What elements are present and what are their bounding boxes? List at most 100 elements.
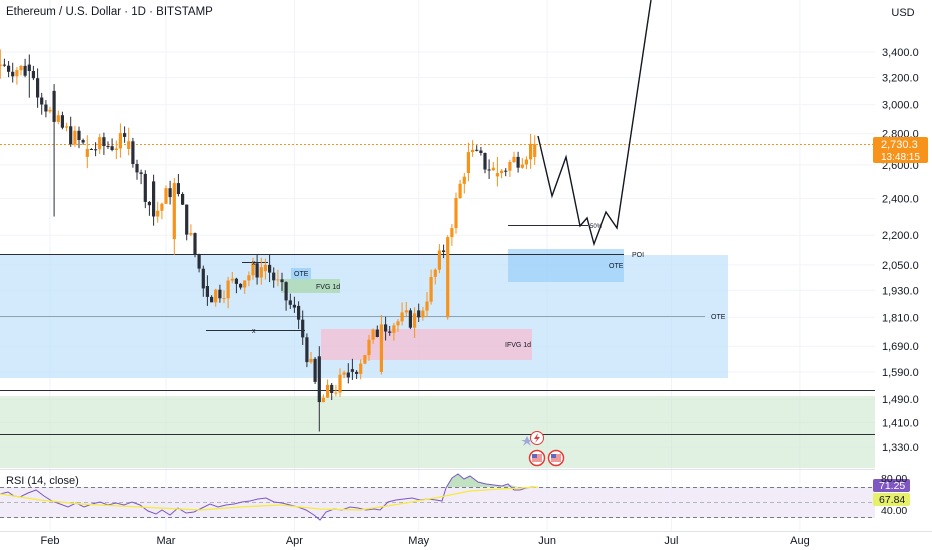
candle-body xyxy=(176,183,180,194)
rsi-ma-badge xyxy=(873,493,910,506)
price-axis[interactable]: 3,400.03,200.03,000.02,800.02,600.02,400… xyxy=(882,47,919,454)
candle-body xyxy=(512,156,516,162)
candle-body xyxy=(156,210,160,217)
candle-body xyxy=(487,169,491,171)
candle-body xyxy=(363,355,367,364)
candle-body xyxy=(56,115,60,122)
candle-body xyxy=(73,130,77,145)
candle-body xyxy=(23,65,27,76)
candle-body xyxy=(338,374,342,393)
candle-body xyxy=(218,289,222,299)
candle-body xyxy=(259,267,263,278)
candle-body xyxy=(326,384,330,398)
ote-small-label: OTE xyxy=(294,271,309,278)
ote-main-label: OTE xyxy=(711,314,726,321)
candle-body xyxy=(330,384,334,393)
candle-body xyxy=(475,149,479,151)
price-tick-label: 1,590.0 xyxy=(882,367,919,379)
candle-body xyxy=(251,263,255,276)
ote-small-zone xyxy=(291,268,311,279)
candle-body xyxy=(110,146,114,150)
rsi-indicator-label[interactable]: RSI (14, close) xyxy=(6,475,79,487)
candle-body xyxy=(131,141,135,164)
candle-body xyxy=(508,162,512,171)
candle-body xyxy=(288,300,292,305)
green-fvg-zone xyxy=(281,279,340,293)
candle-body xyxy=(31,71,35,79)
candle-body xyxy=(413,313,417,328)
last-price-badge[interactable] xyxy=(873,137,928,163)
candle-body xyxy=(172,183,176,240)
candle-body xyxy=(89,149,93,150)
candle-body xyxy=(305,337,309,363)
price-tick-label: 2,400.0 xyxy=(882,194,919,206)
price-tick-label: 2,050.0 xyxy=(882,260,919,272)
x-mark-2: x xyxy=(252,260,256,267)
time-tick-label: Aug xyxy=(790,535,810,547)
candle-body xyxy=(384,324,388,332)
lightning-event-icon[interactable] xyxy=(530,431,544,445)
candle-body xyxy=(375,329,379,337)
fvg-label: FVG 1d xyxy=(316,284,340,291)
candle-body xyxy=(367,339,371,356)
candle-body xyxy=(255,263,259,278)
candle-body xyxy=(276,279,280,281)
currency-button[interactable]: USD xyxy=(891,7,915,19)
candle-body xyxy=(301,319,305,338)
candle-body xyxy=(44,104,48,112)
candle-body xyxy=(234,278,238,284)
candle-body xyxy=(263,264,267,272)
price-tick-label: 3,000.0 xyxy=(882,100,919,112)
rsi-tick-label: 80.00 xyxy=(881,473,907,485)
x-mark-1: x xyxy=(252,328,256,335)
candle-body xyxy=(346,372,350,378)
candle-body xyxy=(205,286,209,297)
candle-body xyxy=(454,198,458,229)
candle-body xyxy=(11,71,15,77)
poi-label: POI xyxy=(632,252,644,259)
rsi-overbought-fill xyxy=(446,474,518,487)
price-tick-label: 1,330.0 xyxy=(882,442,919,454)
candle-body xyxy=(77,130,81,140)
us-flag-event-icon[interactable] xyxy=(528,449,546,467)
candle-body xyxy=(7,65,11,72)
candle-body xyxy=(114,148,118,150)
candle-body xyxy=(462,176,466,184)
candle-body xyxy=(60,115,64,128)
time-tick-label: Jun xyxy=(538,535,556,547)
time-axis[interactable]: Feb Mar Apr May Jun Jul Aug xyxy=(41,535,810,547)
price-tick-label: 1,490.0 xyxy=(882,394,919,406)
candle-body xyxy=(210,296,214,303)
candle-body xyxy=(48,109,52,112)
candle-body xyxy=(185,204,189,235)
add-event-icon[interactable] xyxy=(521,436,533,446)
candle-body xyxy=(471,149,475,153)
candle-body xyxy=(388,331,392,333)
price-tick-label: 1,930.0 xyxy=(882,285,919,297)
rsi-value: 71.25 xyxy=(879,480,905,492)
candle-body xyxy=(193,233,197,255)
candle-body xyxy=(139,172,143,174)
time-tick-label: May xyxy=(408,535,429,547)
candles[interactable] xyxy=(0,49,537,432)
candle-body xyxy=(0,64,2,66)
candle-body xyxy=(52,90,56,122)
ote-upper-label: OTE xyxy=(609,263,624,270)
candle-body xyxy=(65,126,69,128)
rsi-ma-value: 67.84 xyxy=(879,494,905,506)
candle-body xyxy=(500,170,504,174)
projection-path[interactable] xyxy=(537,0,652,247)
candle-body xyxy=(230,278,234,281)
rsi-tick-label: 40.00 xyxy=(881,505,907,517)
rsi-value-badge xyxy=(873,479,910,492)
us-flag-event-icon-2[interactable] xyxy=(547,449,565,467)
candle-body xyxy=(491,167,495,171)
candle-body xyxy=(404,310,408,313)
candle-body xyxy=(466,152,470,173)
candle-body xyxy=(292,304,296,308)
candle-body xyxy=(408,310,412,328)
candle-body xyxy=(350,369,354,372)
price-tick-label: 3,200.0 xyxy=(882,73,919,85)
price-tick-label: 1,410.0 xyxy=(882,417,919,429)
